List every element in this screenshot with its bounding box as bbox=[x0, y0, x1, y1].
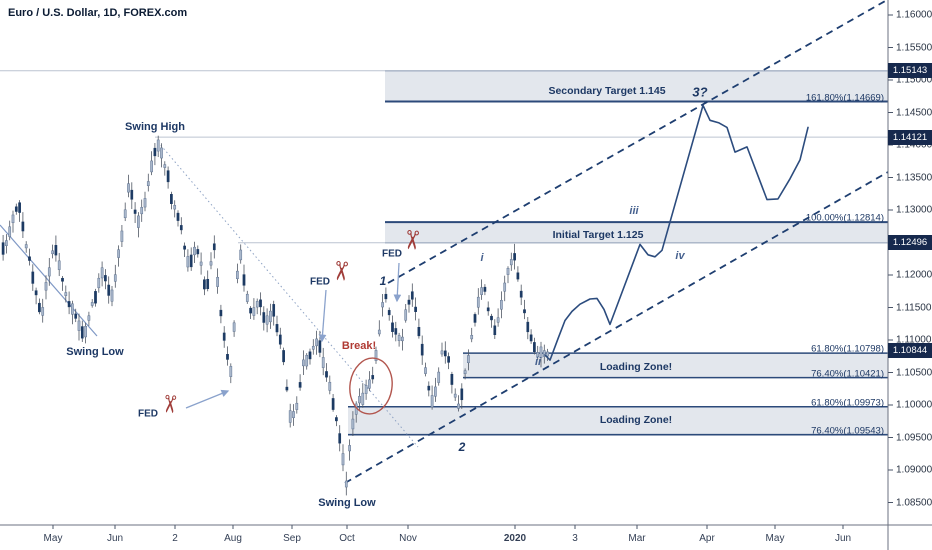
loading-zone-label-1: Loading Zone! bbox=[599, 361, 673, 373]
fed-arrow-3[interactable] bbox=[393, 262, 402, 303]
left-downtrend-line[interactable] bbox=[0, 224, 98, 337]
wave-i-label: i bbox=[480, 252, 484, 264]
time-label: Oct bbox=[339, 533, 355, 544]
time-label: Aug bbox=[224, 533, 242, 544]
price-badge: 1.10844 bbox=[888, 342, 932, 358]
symbol-title: Euro / U.S. Dollar, 1D, FOREX.com bbox=[8, 7, 188, 19]
axis-ticks bbox=[52, 14, 893, 529]
secondary-target-zone bbox=[385, 70, 888, 102]
fed-label-2: FED bbox=[310, 276, 330, 288]
channel-lower-dashed[interactable] bbox=[344, 171, 889, 484]
secondary-target-label: Secondary Target 1.145 bbox=[548, 85, 666, 97]
loading-zone-2 bbox=[348, 406, 888, 435]
time-label: Nov bbox=[399, 533, 417, 544]
time-label: 2 bbox=[172, 533, 178, 544]
price-tick-label: 1.15500 bbox=[896, 42, 932, 53]
price-badge: 1.14121 bbox=[888, 129, 932, 145]
price-tick-label: 1.16000 bbox=[896, 9, 932, 21]
time-label: Sep bbox=[283, 533, 301, 544]
wave-iv-label: iv bbox=[675, 250, 685, 262]
price-tick-label: 1.14500 bbox=[896, 107, 932, 118]
price-tick-label: 1.09000 bbox=[896, 464, 932, 476]
trendlines-layer bbox=[0, 0, 889, 484]
wave-1-label: 1 bbox=[379, 274, 387, 288]
swing-high-label: Swing High bbox=[125, 121, 185, 133]
swing-low-label-bottom: Swing Low bbox=[318, 497, 376, 509]
price-tick-label: 1.08500 bbox=[896, 497, 932, 508]
swing-low-label-left: Swing Low bbox=[66, 346, 124, 358]
fib-level-label: 61.80%(1.09973) bbox=[811, 397, 884, 409]
zones-layer bbox=[348, 70, 888, 436]
time-label: 3 bbox=[572, 533, 578, 544]
projection-path[interactable] bbox=[544, 104, 809, 361]
price-tick-label: 1.15000 bbox=[896, 74, 932, 86]
break-circle[interactable] bbox=[346, 355, 395, 416]
wave-3-label: 3? bbox=[692, 84, 708, 100]
time-label: Jun bbox=[834, 533, 852, 544]
wave-iii-label: iii bbox=[629, 205, 639, 217]
hlines-layer bbox=[0, 70, 888, 244]
price-tick-label: 1.11500 bbox=[896, 302, 932, 313]
loading-zone-label-2: Loading Zone! bbox=[599, 414, 673, 426]
price-tick-label: 1.14000 bbox=[896, 139, 932, 151]
fed-label-1: FED bbox=[138, 408, 158, 420]
time-label: Apr bbox=[699, 533, 715, 544]
fib-level-label: 61.80%(1.10798) bbox=[811, 343, 884, 355]
fib-level-label: 161.80%(1.14669) bbox=[805, 92, 884, 103]
loading-zone-1 bbox=[463, 353, 888, 378]
candles-layer bbox=[1, 135, 549, 496]
time-label: 2020 bbox=[503, 533, 527, 544]
time-label: May bbox=[765, 533, 785, 544]
price-tick-label: 1.13500 bbox=[896, 172, 932, 183]
initial-target-label: Initial Target 1.125 bbox=[552, 229, 644, 241]
wave-2-label: 2 bbox=[458, 440, 466, 454]
price-badge: 1.15143 bbox=[888, 63, 932, 79]
scissors-icon: ✂ bbox=[396, 228, 428, 252]
fib-level-label: 76.40%(1.09543) bbox=[811, 425, 884, 437]
price-tick-label: 1.11000 bbox=[896, 334, 932, 346]
price-tick-label: 1.12000 bbox=[896, 269, 932, 281]
time-label: Mar bbox=[628, 533, 646, 544]
price-tick-label: 1.13000 bbox=[896, 204, 932, 216]
time-label: May bbox=[43, 533, 63, 544]
dotted-downtrend-line[interactable] bbox=[157, 141, 419, 448]
scissors-icon: ✂ bbox=[155, 393, 184, 415]
price-tick-label: 1.10500 bbox=[896, 367, 932, 378]
time-label: Jun bbox=[106, 533, 124, 544]
wave-ii-label: ii bbox=[534, 356, 542, 368]
break-label: Break! bbox=[341, 340, 377, 352]
fed-arrow-2[interactable] bbox=[318, 289, 327, 343]
initial-target-zone bbox=[385, 222, 888, 243]
price-tick-label: 1.09500 bbox=[896, 432, 932, 443]
scissors-icon: ✂ bbox=[325, 259, 357, 283]
fib-level-label: 100.00%(1.12814) bbox=[805, 212, 884, 224]
fib-level-label: 76.40%(1.10421) bbox=[811, 368, 884, 380]
price-tick-label: 1.10000 bbox=[896, 399, 932, 411]
fed-label-3: FED bbox=[382, 248, 402, 260]
fed-arrow-1[interactable] bbox=[185, 389, 230, 409]
price-badge: 1.12496 bbox=[888, 235, 932, 251]
